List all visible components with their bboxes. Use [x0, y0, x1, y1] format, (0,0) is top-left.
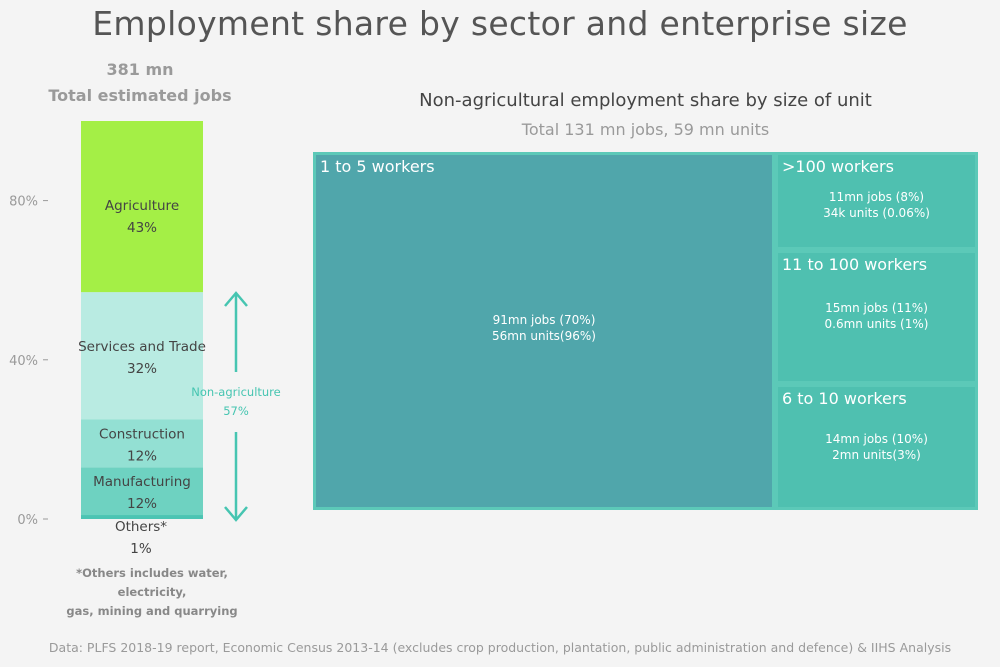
chart-title: Employment share by sector and enterpris… [92, 4, 908, 43]
y-tick-label: 80% [9, 195, 38, 210]
stacked-bar-chart: 0% 40% 80% Others* 1% Manufacturing 12% Constru… [9, 121, 281, 557]
segment-label-agriculture: Agriculture [105, 198, 179, 214]
tile-name: >100 workers [782, 157, 894, 176]
footnote-line-1: *Others includes water, electricity, [76, 566, 228, 599]
bar-segment-agriculture [81, 121, 203, 293]
tile-value-line-1: 11mn jobs (8%) [828, 190, 925, 205]
non-agriculture-value: 57% [223, 404, 249, 418]
total-jobs-label: Total estimated jobs [48, 86, 232, 105]
tile-value-line-2: 2mn units(3%) [832, 448, 921, 463]
treemap-tile-1-to-5-workers: 1 to 5 workers 91mn jobs (70%) 56mn units(… [313, 152, 775, 510]
bar-segment-manufacturing [81, 467, 203, 516]
bar-segment-others [81, 515, 203, 519]
tile-values: 11mn jobs (8%) 34k units (0.06%) [778, 189, 975, 221]
treemap-tile-11-to-100-workers: 11 to 100 workers 15mn jobs (11%) 0.6mn un… [775, 250, 978, 384]
tile-values: 15mn jobs (11%) 0.6mn units (1%) [778, 300, 975, 332]
tile-value-line-2: 34k units (0.06%) [823, 206, 930, 221]
tile-values: 91mn jobs (70%) 56mn units(96%) [316, 312, 772, 344]
tile-value-line-2: 0.6mn units (1%) [824, 316, 929, 331]
non-agriculture-label: Non-agriculture [191, 385, 281, 399]
tile-value-line-2: 56mn units(96%) [492, 329, 596, 343]
segment-label-construction: Construction [99, 426, 185, 442]
segment-value-construction: 12% [127, 448, 157, 464]
tile-values: 14mn jobs (10%) 2mn units(3%) [778, 431, 975, 463]
segment-value-manufacturing: 12% [127, 496, 157, 512]
segment-value-others: 1% [130, 541, 152, 557]
tile-value-line-1: 14mn jobs (10%) [825, 432, 928, 447]
y-tick-label: 0% [17, 513, 38, 528]
data-source: Data: PLFS 2018-19 report, Economic Cens… [48, 640, 952, 655]
arrow-head-up [224, 291, 248, 307]
tile-name: 6 to 10 workers [782, 389, 907, 408]
footnote: *Others includes water, electricity, gas… [40, 564, 264, 621]
total-jobs-value: 381 mn [106, 60, 174, 79]
tile-name: 11 to 100 workers [782, 255, 928, 274]
segment-label-manufacturing: Manufacturing [93, 474, 191, 490]
footnote-line-2: gas, mining and quarrying [66, 604, 238, 618]
y-tick-label: 40% [9, 354, 38, 369]
segment-value-services-and-trade: 32% [127, 361, 157, 377]
segment-label-services-and-trade: Services and Trade [78, 339, 206, 355]
segment-value-agriculture: 43% [127, 220, 157, 236]
arrow-head-down [224, 506, 248, 522]
bar-segment-construction [81, 419, 203, 468]
treemap-tile-over-100-workers: >100 workers 11mn jobs (8%) 34k units (0.0… [775, 152, 978, 250]
tile-name: 1 to 5 workers [320, 157, 435, 176]
treemap-tile-6-to-10-workers: 6 to 10 workers 14mn jobs (10%) 2mn units(… [775, 384, 978, 510]
bar-segment-services-and-trade [81, 292, 203, 420]
segment-label-others: Others* [115, 519, 167, 535]
tile-value-line-1: 91mn jobs (70%) [492, 313, 596, 327]
tile-value-line-1: 15mn jobs (11%) [825, 300, 928, 315]
treemap-title: Non-agricultural employment share by siz… [419, 90, 872, 111]
treemap-subtitle: Total 131 mn jobs, 59 mn units [521, 120, 770, 139]
